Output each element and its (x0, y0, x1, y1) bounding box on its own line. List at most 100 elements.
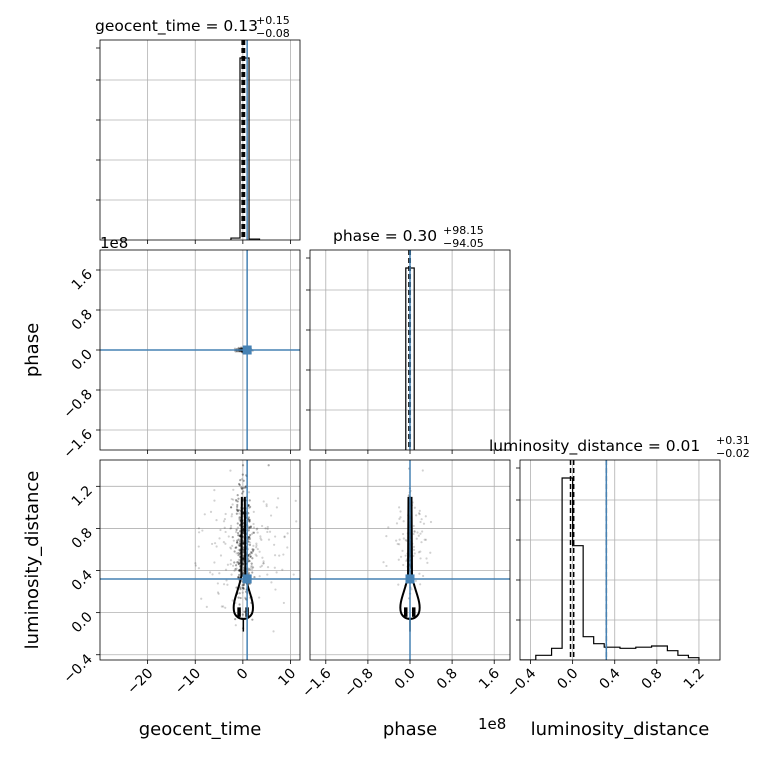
sample-point (401, 549, 404, 552)
truth-marker (405, 574, 415, 584)
sample-point (215, 545, 218, 548)
x-tick-label: 10 (275, 666, 299, 690)
sample-point (194, 562, 197, 565)
sample-point (259, 537, 262, 540)
sample-point (235, 528, 238, 532)
sample-point (267, 464, 270, 467)
sample-point (234, 567, 237, 571)
sample-point (213, 499, 216, 502)
sample-point (252, 548, 255, 551)
sample-point (237, 534, 240, 537)
sample-point (238, 603, 241, 606)
sample-point (415, 537, 418, 540)
sample-point (234, 546, 237, 549)
sample-point (429, 520, 433, 524)
sample-point (248, 543, 252, 547)
sample-point (236, 532, 240, 535)
y-tick-label: 0.0 (69, 347, 96, 374)
x-axis-label-geocent-time: geocent_time (139, 719, 262, 740)
sample-point (256, 548, 259, 551)
sample-point (255, 528, 258, 531)
sample-point (262, 560, 265, 563)
sample-point (234, 618, 237, 621)
sample-point (421, 469, 424, 472)
sample-point (201, 529, 204, 532)
sample-point (237, 509, 240, 512)
sample-point (239, 596, 242, 600)
sample-point (236, 526, 240, 529)
sample-point (248, 518, 251, 521)
density-core (412, 607, 416, 617)
sample-point (209, 571, 212, 574)
sample-point (274, 588, 277, 591)
sample-point (249, 505, 252, 508)
sample-point (238, 544, 241, 547)
sample-point (239, 586, 242, 589)
sample-point (237, 543, 240, 546)
sample-point (266, 530, 269, 534)
x-tick-label: 0.0 (392, 666, 419, 693)
sample-point (235, 512, 238, 515)
sample-point (240, 487, 243, 491)
phase-title-sub: −94.05 (443, 237, 484, 250)
sample-point (235, 567, 238, 570)
sample-point (412, 524, 415, 528)
x-tick-label: −0.8 (341, 666, 376, 701)
sample-point (247, 559, 250, 563)
sample-point (413, 530, 416, 533)
sample-point (247, 567, 250, 570)
sample-point (242, 479, 245, 482)
sample-point (197, 527, 201, 530)
ld-histogram-panel (520, 460, 720, 660)
sample-point (242, 560, 245, 563)
sample-point (399, 555, 403, 558)
sample-point (242, 584, 246, 587)
sample-point (398, 543, 401, 546)
sample-point (405, 539, 408, 542)
x-tick-label: 0.0 (554, 666, 581, 693)
sample-point (404, 538, 407, 542)
sample-point (233, 569, 236, 572)
sample-point (194, 564, 197, 567)
sample-point (250, 566, 253, 569)
x-tick-label: −10 (172, 666, 204, 698)
sample-point (251, 618, 254, 621)
sample-point (242, 587, 245, 590)
sample-point (261, 556, 264, 559)
sample-point (398, 506, 401, 509)
sample-point (243, 596, 247, 599)
sample-point (273, 543, 276, 546)
sample-point (425, 557, 428, 560)
ld-title: luminosity_distance = 0.01 (489, 437, 700, 456)
sample-point (233, 550, 236, 553)
sample-point (224, 530, 227, 534)
sample-point (416, 531, 419, 534)
sample-point (396, 542, 399, 546)
ld-title-sub: −0.02 (716, 447, 750, 460)
sample-point (234, 530, 238, 534)
sample-point (231, 544, 234, 548)
sample-point (426, 561, 429, 564)
sample-point (413, 529, 416, 533)
sample-point (417, 551, 421, 554)
phase-title: phase = 0.30 (333, 227, 437, 245)
x-tick-label: −20 (124, 666, 156, 698)
sample-point (262, 562, 265, 565)
sample-point (252, 510, 255, 513)
y-tick-label: −0.4 (60, 651, 95, 686)
sample-point (222, 583, 226, 586)
sample-point (219, 528, 222, 532)
sample-point (229, 547, 233, 550)
sample-point (241, 586, 244, 590)
sample-point (239, 479, 242, 482)
sample-point (270, 581, 273, 584)
sample-point (232, 488, 235, 491)
sample-point (248, 527, 251, 530)
sample-point (242, 563, 245, 566)
sample-point (247, 491, 251, 494)
x-axis-label-luminosity-distance: luminosity_distance (531, 719, 710, 740)
sample-point (237, 347, 240, 350)
sample-point (209, 510, 213, 513)
sample-point (255, 542, 258, 545)
ld-vs-geocent-time-panel (100, 460, 300, 660)
